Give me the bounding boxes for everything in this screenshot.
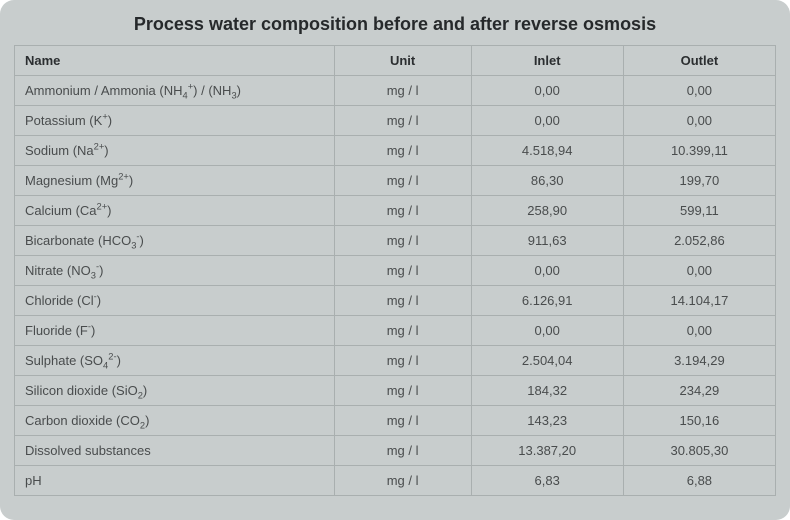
cell-name: Silicon dioxide (SiO2) <box>15 376 335 406</box>
cell-outlet: 199,70 <box>623 166 775 196</box>
cell-outlet: 0,00 <box>623 316 775 346</box>
cell-inlet: 6,83 <box>471 466 623 496</box>
table-row: Sodium (Na2+)mg / l4.518,9410.399,11 <box>15 136 776 166</box>
cell-name: Calcium (Ca2+) <box>15 196 335 226</box>
cell-unit: mg / l <box>334 466 471 496</box>
table-row: Chloride (Cl-)mg / l6.126,9114.104,17 <box>15 286 776 316</box>
cell-unit: mg / l <box>334 76 471 106</box>
table-row: Dissolved substancesmg / l13.387,2030.80… <box>15 436 776 466</box>
cell-name: Nitrate (NO3-) <box>15 256 335 286</box>
cell-name: Magnesium (Mg2+) <box>15 166 335 196</box>
table-panel: Process water composition before and aft… <box>0 0 790 520</box>
cell-inlet: 143,23 <box>471 406 623 436</box>
cell-inlet: 0,00 <box>471 76 623 106</box>
cell-name: Dissolved substances <box>15 436 335 466</box>
cell-name: Ammonium / Ammonia (NH4+) / (NH3) <box>15 76 335 106</box>
cell-name: Chloride (Cl-) <box>15 286 335 316</box>
col-header-outlet: Outlet <box>623 46 775 76</box>
cell-outlet: 599,11 <box>623 196 775 226</box>
cell-name: Potassium (K+) <box>15 106 335 136</box>
cell-name: Bicarbonate (HCO3-) <box>15 226 335 256</box>
cell-name: Fluoride (F-) <box>15 316 335 346</box>
table-row: pHmg / l6,836,88 <box>15 466 776 496</box>
cell-inlet: 6.126,91 <box>471 286 623 316</box>
composition-table: Name Unit Inlet Outlet Ammonium / Ammoni… <box>14 45 776 496</box>
cell-unit: mg / l <box>334 166 471 196</box>
cell-unit: mg / l <box>334 106 471 136</box>
table-row: Carbon dioxide (CO2)mg / l143,23150,16 <box>15 406 776 436</box>
cell-unit: mg / l <box>334 286 471 316</box>
cell-unit: mg / l <box>334 196 471 226</box>
table-row: Fluoride (F-)mg / l0,000,00 <box>15 316 776 346</box>
cell-outlet: 30.805,30 <box>623 436 775 466</box>
col-header-name: Name <box>15 46 335 76</box>
cell-inlet: 258,90 <box>471 196 623 226</box>
table-row: Bicarbonate (HCO3-)mg / l911,632.052,86 <box>15 226 776 256</box>
cell-outlet: 234,29 <box>623 376 775 406</box>
cell-outlet: 0,00 <box>623 106 775 136</box>
cell-inlet: 0,00 <box>471 106 623 136</box>
cell-outlet: 3.194,29 <box>623 346 775 376</box>
cell-inlet: 184,32 <box>471 376 623 406</box>
cell-outlet: 0,00 <box>623 256 775 286</box>
cell-unit: mg / l <box>334 256 471 286</box>
page-title: Process water composition before and aft… <box>14 12 776 45</box>
table-body: Ammonium / Ammonia (NH4+) / (NH3)mg / l0… <box>15 76 776 496</box>
table-row: Potassium (K+)mg / l0,000,00 <box>15 106 776 136</box>
cell-inlet: 0,00 <box>471 316 623 346</box>
cell-inlet: 0,00 <box>471 256 623 286</box>
cell-outlet: 10.399,11 <box>623 136 775 166</box>
cell-unit: mg / l <box>334 136 471 166</box>
cell-unit: mg / l <box>334 406 471 436</box>
table-header-row: Name Unit Inlet Outlet <box>15 46 776 76</box>
cell-inlet: 4.518,94 <box>471 136 623 166</box>
cell-unit: mg / l <box>334 346 471 376</box>
cell-outlet: 150,16 <box>623 406 775 436</box>
cell-name: Carbon dioxide (CO2) <box>15 406 335 436</box>
table-row: Ammonium / Ammonia (NH4+) / (NH3)mg / l0… <box>15 76 776 106</box>
cell-name: pH <box>15 466 335 496</box>
table-row: Sulphate (SO42-)mg / l2.504,043.194,29 <box>15 346 776 376</box>
cell-outlet: 14.104,17 <box>623 286 775 316</box>
cell-inlet: 13.387,20 <box>471 436 623 466</box>
cell-inlet: 911,63 <box>471 226 623 256</box>
table-row: Silicon dioxide (SiO2)mg / l184,32234,29 <box>15 376 776 406</box>
cell-unit: mg / l <box>334 436 471 466</box>
cell-outlet: 2.052,86 <box>623 226 775 256</box>
cell-name: Sodium (Na2+) <box>15 136 335 166</box>
cell-unit: mg / l <box>334 316 471 346</box>
table-row: Nitrate (NO3-)mg / l0,000,00 <box>15 256 776 286</box>
cell-outlet: 0,00 <box>623 76 775 106</box>
cell-unit: mg / l <box>334 376 471 406</box>
table-row: Magnesium (Mg2+)mg / l86,30199,70 <box>15 166 776 196</box>
cell-inlet: 2.504,04 <box>471 346 623 376</box>
col-header-unit: Unit <box>334 46 471 76</box>
col-header-inlet: Inlet <box>471 46 623 76</box>
cell-outlet: 6,88 <box>623 466 775 496</box>
cell-name: Sulphate (SO42-) <box>15 346 335 376</box>
table-row: Calcium (Ca2+)mg / l258,90599,11 <box>15 196 776 226</box>
cell-inlet: 86,30 <box>471 166 623 196</box>
cell-unit: mg / l <box>334 226 471 256</box>
